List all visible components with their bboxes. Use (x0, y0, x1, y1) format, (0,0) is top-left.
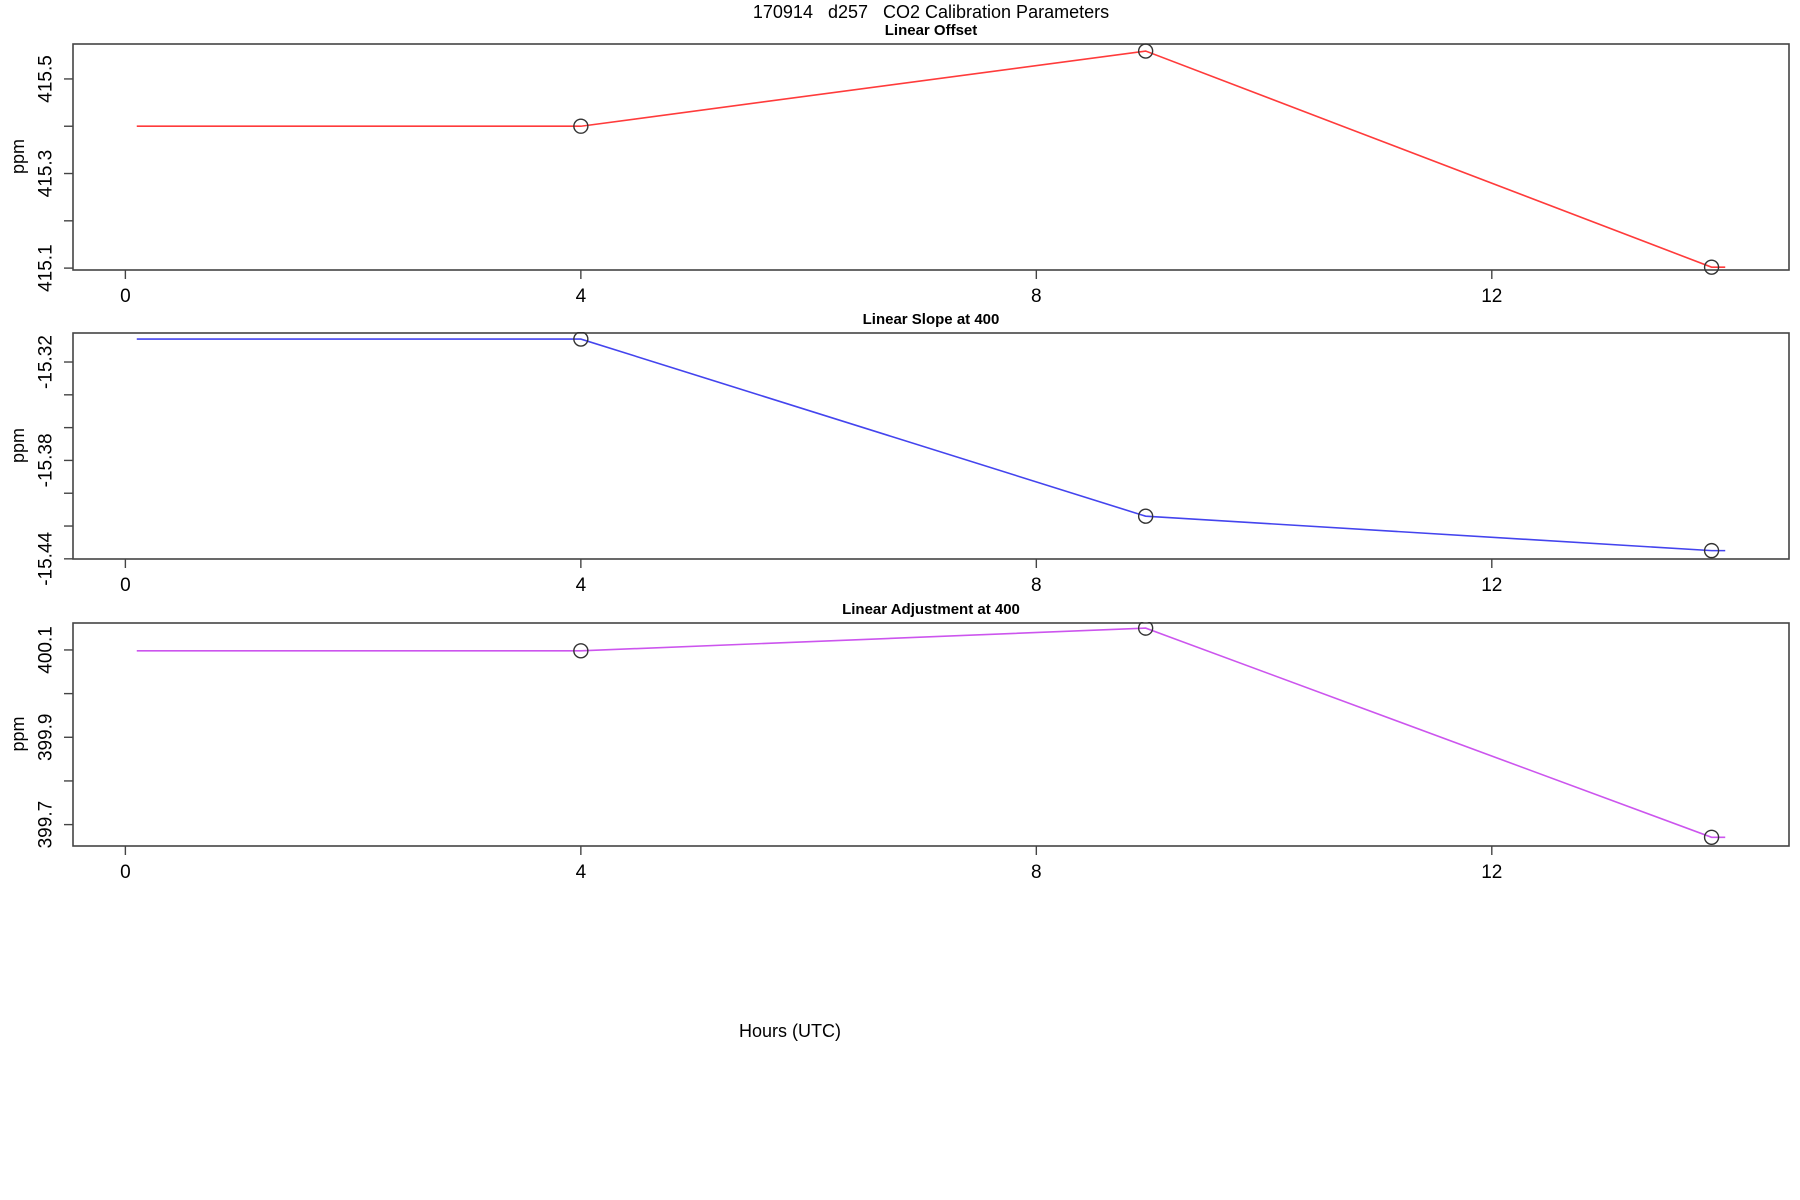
data-point-marker (573, 643, 589, 659)
y-tick-label: 415.1 (36, 244, 57, 292)
data-point-marker (1703, 259, 1720, 275)
panel-title-linear-offset: Linear Offset (884, 22, 978, 39)
panel-title-linear-adjustment: Linear Adjustment at 400 (842, 601, 1020, 618)
y-tick-label: 400.1 (36, 626, 57, 674)
y-tick-label: -15.32 (36, 335, 57, 389)
x-tick-label: 8 (1031, 575, 1042, 596)
x-tick-label: 4 (576, 862, 587, 883)
data-line (136, 627, 1726, 839)
data-point-marker (1137, 622, 1154, 636)
x-axis-title: Hours (UTC) (739, 1021, 841, 1041)
data-point-marker (573, 332, 589, 347)
linear-adjustment-chart: 0 4 8 12 399.7 399.9 400.1 ppm (8, 622, 1790, 883)
x-tick-label: 0 (120, 862, 131, 883)
data-point-marker (1137, 43, 1154, 59)
x-tick-label: 0 (120, 575, 131, 596)
x-tick-label: 8 (1031, 286, 1042, 307)
data-point-marker (1703, 542, 1720, 559)
y-axis-label: ppm (8, 716, 28, 751)
plot-border (72, 332, 1790, 560)
y-tick-label: 415.5 (36, 55, 57, 103)
data-line (136, 50, 1726, 268)
y-axis-label: ppm (8, 428, 28, 463)
panel-title-linear-slope: Linear Slope at 400 (862, 311, 1000, 328)
data-point-marker (1137, 508, 1154, 524)
data-point-marker (1703, 829, 1720, 845)
linear-slope-chart: 0 4 8 12 -15.44 -15.38 -15.32 ppm (8, 332, 1790, 596)
plot-border (72, 622, 1790, 847)
data-point-marker (573, 118, 589, 134)
x-tick-label: 4 (576, 286, 587, 307)
y-tick-label: 399.9 (36, 714, 57, 762)
y-tick-label: 415.3 (36, 150, 57, 198)
x-tick-label: 12 (1481, 286, 1502, 307)
x-tick-label: 12 (1481, 862, 1502, 883)
y-tick-label: -15.44 (36, 531, 57, 585)
y-tick-label: 399.7 (36, 801, 57, 849)
y-axis-label: ppm (8, 139, 28, 174)
x-tick-label: 4 (576, 575, 587, 596)
x-tick-label: 0 (120, 286, 131, 307)
x-tick-label: 12 (1481, 575, 1502, 596)
x-tick-label: 8 (1031, 862, 1042, 883)
plot-border (72, 43, 1790, 271)
data-line (136, 338, 1726, 552)
y-tick-label: -15.38 (36, 433, 57, 487)
linear-offset-chart: 0 4 8 12 415.1 415.3 415.5 ppm (8, 43, 1790, 307)
main-title: 170914 d257 CO2 Calibration Parameters (752, 2, 1110, 22)
